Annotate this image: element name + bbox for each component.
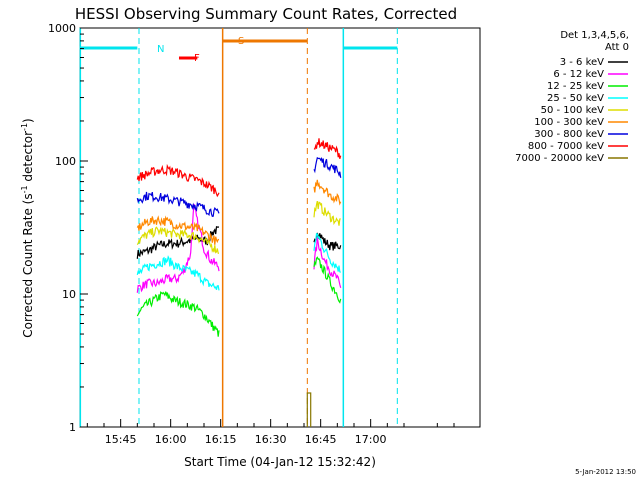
x-axis-label: Start Time (04-Jan-12 15:32:42): [184, 455, 376, 469]
y-axis-label-mid: detector: [21, 131, 35, 186]
legend-label-1: 6 - 12 keV: [553, 69, 604, 80]
y-axis-label-end: ): [21, 118, 35, 123]
flag-label-f: F: [194, 53, 200, 64]
x-tick-label-4: 16:45: [305, 433, 337, 446]
legend-header-1: Det 1,3,4,5,6,: [560, 30, 629, 41]
series-line-5-seg2: [313, 179, 342, 206]
series-layer: [136, 138, 342, 427]
x-axis: 15:45 16:00 16:15 16:30 16:45 17:00: [86, 419, 455, 446]
x-tick-label-0: 15:45: [105, 433, 137, 446]
series-line-4-seg2: [313, 200, 341, 226]
series-line-5-seg1: [136, 215, 220, 245]
legend-header-2: Att 0: [605, 42, 629, 53]
x-tick-label-5: 17:00: [355, 433, 387, 446]
y-tick-label-3: 1000: [48, 22, 76, 35]
series-line-1-seg2: [313, 237, 342, 288]
footer-date: 5-Jan-2012 13:50: [575, 468, 636, 476]
legend-label-0: 3 - 6 keV: [560, 57, 604, 68]
series-line-0-seg1: [136, 225, 220, 259]
series-line-2-seg2: [313, 256, 342, 304]
series-line-4-seg1: [136, 226, 220, 254]
series-line-6-seg2: [313, 156, 342, 178]
legend-label-4: 50 - 100 keV: [541, 105, 605, 116]
series-line-3-seg2: [313, 233, 342, 273]
y-tick-label-2: 100: [55, 155, 76, 168]
legend-label-3: 25 - 50 keV: [547, 93, 604, 104]
y-tick-label-1: 10: [62, 288, 76, 301]
night-layer: [79, 28, 398, 427]
series-line-8-seg2: [306, 392, 312, 427]
series-line-7-seg2: [313, 138, 342, 159]
x-tick-label-1: 16:00: [155, 433, 187, 446]
x-tick-label-3: 16:30: [255, 433, 287, 446]
series-line-7-seg1: [136, 163, 220, 198]
series-line-6-seg1: [136, 191, 220, 217]
chart-title: HESSI Observing Summary Count Rates, Cor…: [75, 5, 457, 23]
flag-label-s: S: [238, 36, 244, 47]
flag-label-n: N: [157, 44, 164, 55]
legend-label-7: 800 - 7000 keV: [528, 141, 604, 152]
series-line-3-seg1: [136, 255, 220, 291]
y-axis-label-sup1: -1: [20, 185, 29, 193]
legend-label-8: 7000 - 20000 keV: [515, 153, 604, 164]
y-axis: 1 10 100 1000: [48, 22, 88, 434]
series-line-2-seg1: [136, 291, 220, 337]
x-tick-label-2: 16:15: [205, 433, 237, 446]
y-axis-label: Corrected Count Rate (s-1 detector-1): [20, 118, 35, 337]
legend-label-2: 12 - 25 keV: [547, 81, 604, 92]
y-axis-label-sup2: -1: [20, 123, 29, 131]
legend-label-5: 100 - 300 keV: [534, 117, 604, 128]
saa-layer: [178, 28, 308, 427]
y-axis-label-main: Corrected Count Rate (s: [21, 193, 35, 337]
y-tick-label-0: 1: [69, 421, 76, 434]
legend-label-6: 300 - 800 keV: [534, 129, 604, 140]
series-line-1-seg1: [136, 204, 220, 293]
